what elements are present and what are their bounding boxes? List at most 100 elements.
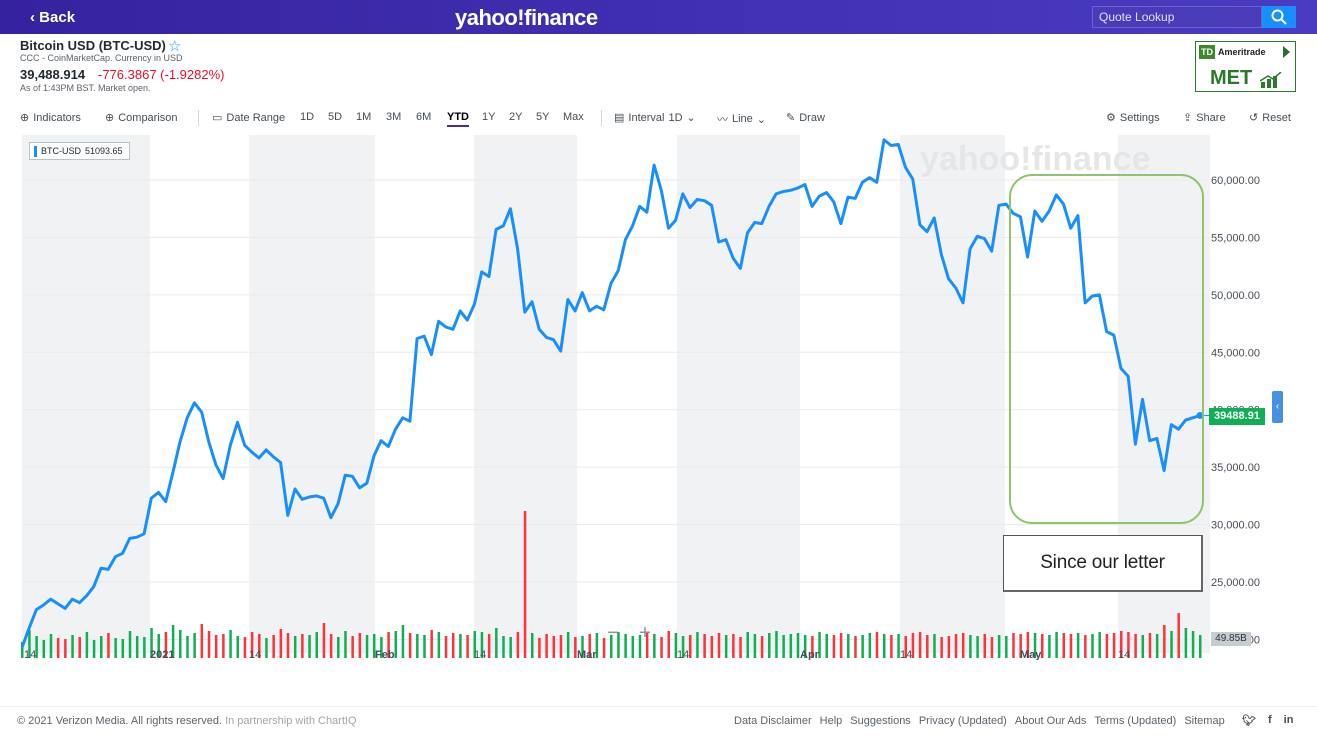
range-3m[interactable]: 3M — [386, 111, 402, 123]
volume-bar — [207, 631, 211, 658]
yahoo-finance-logo[interactable]: yahoo!finance — [455, 5, 598, 30]
indicators-button[interactable]: ⊕ Indicators — [20, 111, 81, 125]
gear-icon: ⚙ — [1106, 112, 1116, 124]
volume-bar — [1127, 632, 1130, 658]
share-icon: ⇪ — [1183, 112, 1193, 124]
volume-bar — [1062, 633, 1066, 658]
line-type-dropdown[interactable]: 〰 Line ⌄ — [717, 111, 766, 127]
volume-bar — [638, 635, 642, 658]
chevron-down-icon: ⌄ — [686, 112, 696, 124]
volume-bar — [480, 632, 484, 658]
volume-bar — [760, 636, 764, 658]
volume-bar — [990, 637, 994, 658]
y-tick-label: 25,000.00 — [1211, 577, 1260, 589]
chart-toolbar: ⊕ Indicators ⊕ Comparison ▭ Date Range 1D 5… — [0, 108, 1317, 128]
range-5d[interactable]: 5D — [328, 111, 343, 123]
volume-bar — [315, 632, 318, 658]
share-button[interactable]: ⇪ Share — [1183, 111, 1226, 125]
footer-link[interactable]: Suggestions — [850, 715, 911, 727]
expand-panel-handle[interactable]: ‹ — [1272, 391, 1283, 423]
volume-bar — [42, 640, 46, 658]
x-tick-label: Feb — [375, 649, 395, 660]
interval-dropdown[interactable]: ▤ Interval 1D ⌄ — [614, 111, 696, 125]
search-button[interactable] — [1262, 6, 1296, 28]
footer-link[interactable]: Data Disclaimer — [734, 715, 812, 727]
toolbar-divider — [601, 110, 602, 126]
range-max[interactable]: Max — [563, 111, 584, 123]
chevron-down-icon: ⌄ — [756, 113, 767, 126]
comparison-button[interactable]: ⊕ Comparison — [105, 111, 178, 125]
highlight-region — [1009, 174, 1204, 524]
x-tick-label: 14 — [474, 649, 486, 660]
volume-bar — [92, 640, 96, 658]
volume-bar — [624, 634, 627, 658]
draw-button[interactable]: ✎ Draw — [786, 111, 825, 125]
back-button[interactable]: ‹ Back — [30, 9, 75, 26]
range-1y[interactable]: 1Y — [482, 111, 496, 123]
volume-bar — [1040, 634, 1044, 658]
volume-bar — [502, 636, 505, 658]
twitter-icon[interactable]: 🐦︎ — [1242, 715, 1256, 727]
watchlist-star-icon[interactable]: ☆ — [168, 38, 182, 55]
volume-bar — [301, 634, 304, 658]
volume-bar — [523, 511, 527, 658]
range-1d[interactable]: 1D — [300, 111, 315, 123]
settings-button[interactable]: ⚙ Settings — [1106, 111, 1160, 125]
volume-bar — [243, 637, 247, 658]
chart-watermark: yahoo!finance — [920, 140, 1150, 178]
volume-bar — [401, 625, 405, 658]
date-range-button[interactable]: ▭ Date Range — [212, 111, 285, 125]
indicators-label: Indicators — [33, 111, 81, 124]
volume-bar — [229, 630, 232, 658]
background-band — [677, 135, 800, 653]
volume-bar — [940, 637, 943, 658]
interval-value: 1D — [668, 111, 683, 124]
volume-bar — [351, 636, 354, 658]
facebook-icon[interactable]: f — [1267, 714, 1272, 726]
footer-copyright: © 2021 Verizon Media. All rights reserve… — [17, 715, 357, 727]
range-5y[interactable]: 5Y — [536, 111, 550, 123]
zoom-controls: − + — [597, 621, 661, 645]
volume-bar — [459, 634, 462, 658]
range-6m[interactable]: 6M — [416, 111, 432, 123]
comparison-label: Comparison — [118, 111, 178, 124]
volume-bar — [85, 632, 89, 658]
volume-bar — [466, 635, 469, 658]
footer-link[interactable]: Terms (Updated) — [1094, 715, 1177, 727]
price-chart[interactable]: 60,000.0055,000.0050,000.0045,000.0040,0… — [20, 135, 1284, 660]
pencil-icon: ✎ — [786, 112, 796, 124]
volume-bar — [1141, 635, 1145, 658]
footer-link[interactable]: Help — [819, 715, 843, 727]
background-band — [900, 135, 1005, 653]
volume-bar — [308, 635, 311, 658]
range-1m[interactable]: 1M — [356, 111, 372, 123]
range-ytd[interactable]: YTD — [447, 111, 469, 127]
footer-link[interactable]: Sitemap — [1184, 715, 1225, 727]
top-bar: ‹ Back yahoo!finance — [0, 0, 1317, 34]
volume-bar — [559, 635, 563, 658]
range-2y[interactable]: 2Y — [509, 111, 523, 123]
ad-banner[interactable]: TD Ameritrade MET — [1195, 41, 1296, 92]
quote-source: CCC - CoinMarketCap. Currency in USD — [20, 53, 183, 63]
quote-lookup-input[interactable] — [1092, 6, 1262, 28]
volume-bar — [739, 637, 742, 658]
volume-bar — [222, 634, 225, 658]
volume-bar — [926, 635, 929, 658]
zoom-out-button[interactable]: − — [607, 621, 619, 644]
reset-button[interactable]: ↺ Reset — [1249, 111, 1291, 125]
quote-title: Bitcoin USD (BTC-USD) — [20, 38, 166, 53]
volume-bar — [293, 636, 297, 658]
footer-link[interactable]: Privacy (Updated) — [918, 715, 1007, 727]
volume-bar — [983, 634, 987, 658]
volume-bar — [976, 636, 979, 658]
volume-bar — [28, 630, 31, 658]
volume-bar — [1033, 633, 1037, 658]
footer-link[interactable]: About Our Ads — [1014, 715, 1087, 727]
volume-bar — [1012, 633, 1015, 658]
volume-bar — [588, 634, 591, 658]
zoom-in-button[interactable]: + — [639, 621, 651, 644]
linkedin-icon[interactable]: in — [1283, 714, 1294, 726]
volume-bar — [1191, 631, 1195, 658]
volume-bar — [861, 635, 864, 658]
volume-bar — [286, 633, 290, 658]
